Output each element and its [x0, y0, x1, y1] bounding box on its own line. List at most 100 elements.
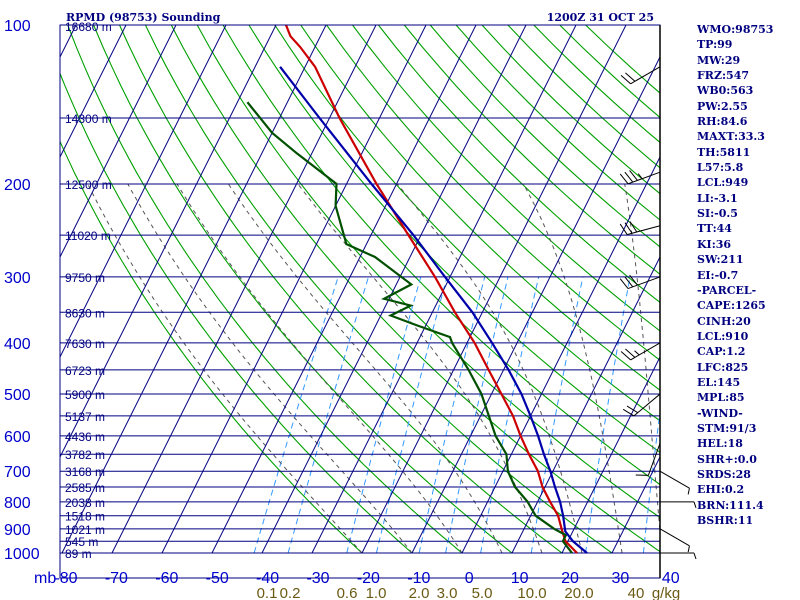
index-entry: SRDS:28 — [697, 467, 751, 481]
index-entry: HEL:18 — [697, 437, 743, 451]
index-entry: TP:99 — [697, 38, 733, 52]
temperature-tick-label: -80 — [54, 570, 77, 587]
index-entry: LI:-3.1 — [697, 191, 738, 205]
mixing-ratio-label: 0.2 — [280, 585, 301, 600]
isotherm — [211, 25, 477, 554]
index-entry: CAP:1.2 — [697, 345, 746, 359]
pressure-label: 1000 — [4, 546, 40, 563]
height-label: 2038 m — [65, 496, 105, 510]
index-entry: CINH:20 — [697, 314, 751, 328]
wind-barb-flag — [629, 221, 638, 233]
mixing-ratio-label: 5.0 — [472, 585, 493, 600]
wind-barb-flag — [629, 274, 638, 286]
wind-barb — [635, 443, 661, 476]
index-entry: TH:5811 — [697, 145, 751, 159]
index-entry: WB0:563 — [697, 84, 754, 98]
index-entry: SHR+:0.0 — [697, 452, 757, 466]
moist-adiabat — [522, 183, 623, 554]
wind-barb-staff — [633, 393, 661, 417]
height-label: 5900 m — [65, 388, 105, 402]
mixing-ratio-label: 3.0 — [437, 585, 458, 600]
chart-time: 1200Z 31 OCT 25 — [547, 11, 654, 24]
wind-barb-staff — [630, 66, 661, 85]
height-label: 1518 m — [65, 510, 105, 524]
isotherm — [361, 25, 627, 554]
wind-barb-staff — [630, 342, 661, 361]
wind-barb-staff — [659, 470, 690, 489]
wind-barb-flag — [624, 276, 634, 288]
wind-barb — [620, 66, 661, 85]
wind-barb-staff — [647, 443, 661, 476]
temperature-profile — [284, 25, 578, 554]
pressure-label: 600 — [4, 429, 31, 446]
height-label: 2585 m — [65, 481, 105, 495]
index-entry: -WIND- — [697, 406, 743, 420]
height-label: 1021 m — [65, 523, 105, 537]
wind-barb-half-flag — [693, 552, 697, 560]
temperature-tick-label: 20 — [561, 570, 579, 587]
index-entry: SW:211 — [697, 253, 744, 267]
mixing-ratio-line — [585, 276, 631, 554]
wind-barb — [659, 470, 690, 495]
pressure-label: 300 — [4, 270, 31, 287]
parcel-profile — [279, 66, 588, 554]
temperature-tick-label: 40 — [662, 570, 680, 587]
index-entry: L57:5.8 — [697, 161, 744, 175]
grid-lines — [60, 25, 660, 554]
wind-barb-flag — [619, 223, 628, 235]
wind-barb — [619, 170, 661, 185]
index-entry: MAXT:33.3 — [697, 130, 765, 144]
height-label: 3168 m — [65, 465, 105, 479]
pressure-label: 500 — [4, 387, 31, 404]
index-entry: EI:-0.7 — [697, 268, 739, 282]
wind-barb-staff — [627, 171, 661, 185]
height-label: 545 m — [65, 535, 98, 549]
wind-barb-half-flag — [687, 545, 690, 553]
isotherm — [60, 25, 177, 259]
wind-barb — [620, 342, 661, 361]
moist-adiabat — [624, 183, 660, 537]
dewpoint-profile — [246, 101, 573, 554]
wind-barb-flag — [624, 222, 633, 234]
temperature-tick-label: 0 — [465, 570, 474, 587]
index-entry: MW:29 — [697, 53, 741, 67]
wind-barbs — [619, 66, 697, 560]
index-entry: WMO:98753 — [697, 23, 774, 36]
isotherm — [561, 355, 660, 554]
mixing-ratio-label: g/kg — [652, 585, 680, 600]
wind-barb-half-flag — [687, 488, 690, 495]
mixing-ratio-label: 10.0 — [517, 585, 546, 600]
index-entry: LCL:949 — [697, 176, 749, 190]
index-entry: LFC:825 — [697, 360, 749, 374]
index-entry: STM:91/3 — [697, 421, 757, 435]
index-entry: BSHR:11 — [697, 514, 754, 527]
wind-barb-flag — [625, 72, 636, 82]
mixing-ratio-label: 1.0 — [366, 585, 387, 600]
isotherm — [60, 25, 277, 459]
index-entry: EHI:0.2 — [697, 483, 745, 497]
height-label: 11020 m — [65, 229, 111, 243]
chart-title: RPMD (98753) Sounding — [66, 11, 221, 24]
wind-barb-flag — [619, 278, 629, 289]
wind-barb-flag — [622, 408, 635, 417]
index-entry: SI:-0.5 — [697, 207, 738, 221]
wind-barb — [619, 221, 661, 236]
mixing-ratio-label: 0.1 — [257, 585, 278, 600]
mixing-ratio-label: 2.0 — [409, 585, 430, 600]
index-entry: EL:145 — [697, 375, 741, 389]
wind-barb — [660, 501, 697, 508]
wind-barb-flag — [624, 171, 634, 183]
isotherm — [60, 25, 227, 359]
pressure-label: 700 — [4, 464, 31, 481]
pressure-label: 900 — [4, 522, 31, 539]
isotherm — [161, 25, 427, 554]
temperature-tick-label: -30 — [306, 570, 329, 587]
pressure-label: 100 — [4, 18, 31, 35]
height-label: 16680 m — [65, 20, 112, 34]
isotherm — [461, 155, 660, 554]
height-label: 4436 m — [65, 430, 105, 444]
index-entry: LCL:910 — [697, 329, 749, 343]
height-label: 3782 m — [65, 448, 105, 462]
temperature-tick-label: -50 — [206, 570, 229, 587]
